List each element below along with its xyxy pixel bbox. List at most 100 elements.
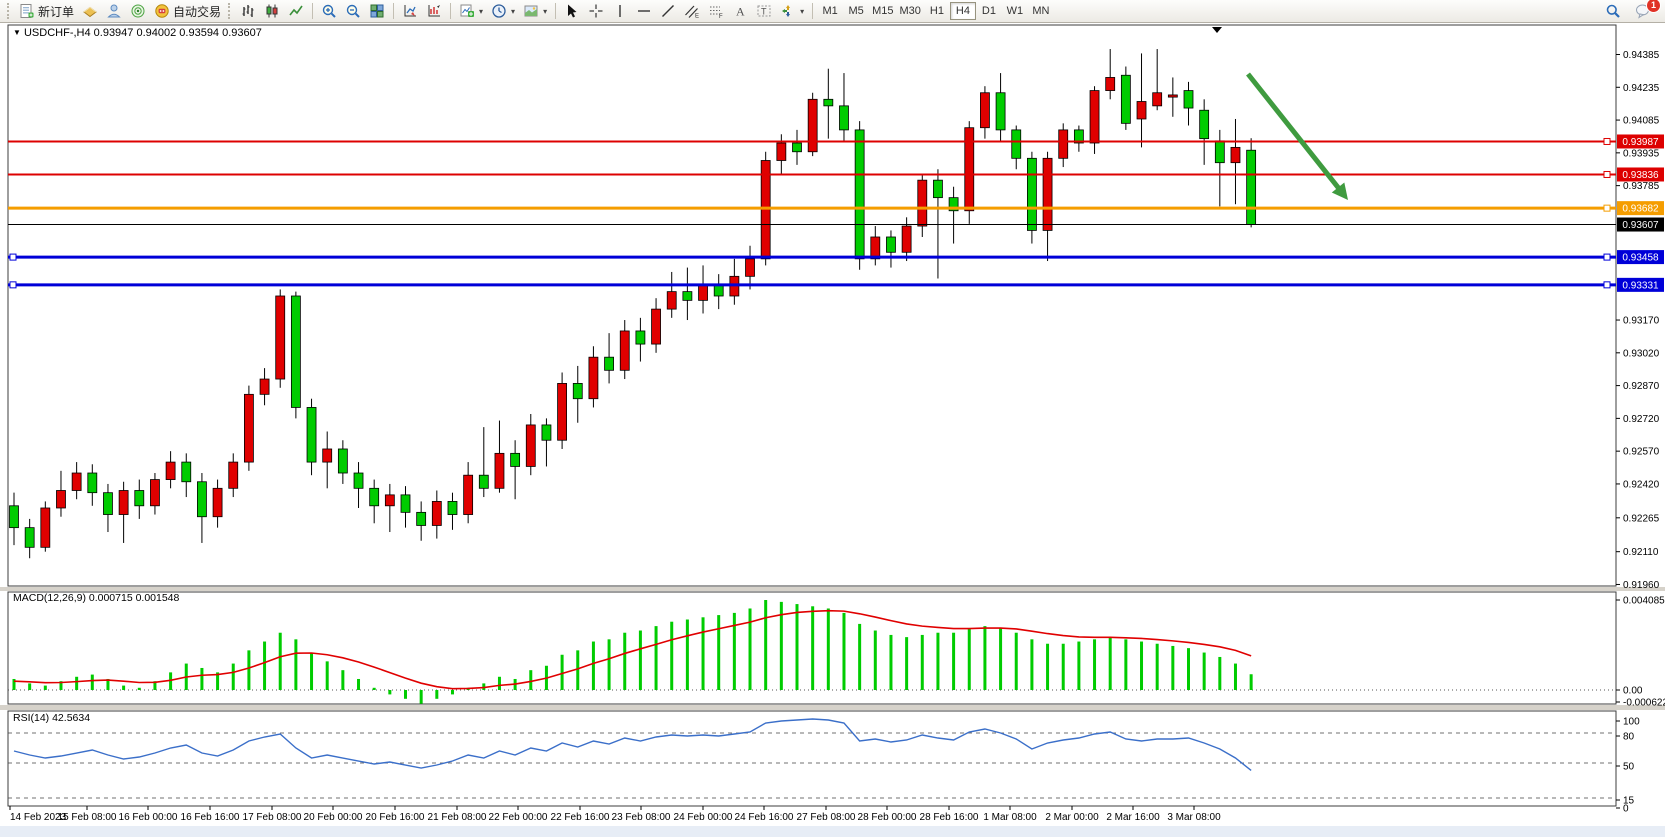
toolbar-grip[interactable] — [228, 3, 233, 19]
add-indicator-button[interactable]: ▾ — [455, 1, 487, 21]
candle[interactable] — [9, 505, 19, 529]
candle[interactable] — [635, 330, 646, 345]
channel-tool-button[interactable]: E — [680, 1, 704, 21]
candle[interactable] — [337, 448, 348, 474]
candle[interactable] — [1120, 74, 1131, 124]
candle[interactable] — [713, 284, 724, 297]
candle[interactable] — [1152, 92, 1163, 107]
candle[interactable] — [447, 501, 458, 515]
candle[interactable] — [181, 461, 192, 483]
timeframe-m1[interactable]: M1 — [817, 2, 843, 20]
candle[interactable] — [792, 142, 802, 153]
candle[interactable] — [212, 487, 223, 518]
candle[interactable] — [980, 92, 990, 129]
candle[interactable] — [964, 127, 975, 212]
zoom-out-button[interactable] — [341, 1, 365, 21]
candle[interactable] — [369, 487, 380, 507]
candle[interactable] — [917, 179, 928, 227]
auto-trading-button[interactable]: 自动交易 — [150, 1, 225, 21]
candle[interactable] — [103, 492, 113, 515]
profiles-button[interactable] — [78, 1, 102, 21]
candle[interactable] — [40, 507, 51, 548]
zoom-in-button[interactable] — [317, 1, 341, 21]
line-handle[interactable] — [1603, 281, 1611, 289]
candle[interactable] — [823, 98, 834, 107]
candle[interactable] — [463, 474, 474, 515]
timeframe-m30[interactable]: M30 — [897, 2, 924, 20]
candle[interactable] — [400, 494, 411, 513]
candle[interactable] — [322, 448, 333, 463]
candle[interactable] — [760, 160, 771, 260]
candle[interactable] — [1089, 90, 1100, 144]
candle[interactable] — [431, 501, 442, 526]
candle[interactable] — [87, 472, 98, 494]
candle[interactable] — [416, 511, 427, 526]
candle[interactable] — [1230, 146, 1241, 164]
candle[interactable] — [494, 452, 505, 489]
cursor-tool-button[interactable] — [560, 1, 584, 21]
candle[interactable] — [228, 461, 239, 489]
line-chart-mode-button[interactable] — [284, 1, 308, 21]
candle[interactable] — [854, 129, 865, 260]
candle[interactable] — [118, 490, 129, 515]
candle[interactable] — [306, 407, 317, 463]
timeframe-h1[interactable]: H1 — [924, 2, 950, 20]
candle[interactable] — [948, 197, 959, 212]
candle[interactable] — [1073, 129, 1084, 144]
candle[interactable] — [1199, 109, 1210, 140]
candle[interactable] — [384, 494, 395, 507]
trendline-tool-button[interactable] — [656, 1, 680, 21]
community-button[interactable] — [102, 1, 126, 21]
chart-shift-marker[interactable] — [1212, 27, 1222, 33]
line-handle[interactable] — [9, 253, 17, 261]
trend-arrow-head[interactable] — [1331, 182, 1348, 200]
candle[interactable] — [259, 378, 270, 395]
vertical-line-tool-button[interactable] — [608, 1, 632, 21]
candle[interactable] — [807, 98, 818, 153]
candle[interactable] — [651, 308, 661, 345]
candle[interactable] — [557, 383, 567, 441]
timeframe-d1[interactable]: D1 — [976, 2, 1002, 20]
candle[interactable] — [275, 295, 286, 380]
candle[interactable] — [604, 356, 614, 371]
period-button[interactable]: ▾ — [487, 1, 519, 21]
candle[interactable] — [290, 295, 301, 408]
template-button[interactable]: ▾ — [519, 1, 551, 21]
text-tool-button[interactable]: A — [728, 1, 752, 21]
tile-windows-button[interactable] — [365, 1, 389, 21]
panel-splitter[interactable] — [0, 705, 1665, 710]
candle[interactable] — [1183, 90, 1194, 109]
candle[interactable] — [682, 291, 693, 301]
candlestick-mode-button[interactable] — [260, 1, 284, 21]
indicator-window-button[interactable] — [398, 1, 422, 21]
line-handle[interactable] — [1603, 204, 1611, 212]
candle[interactable] — [870, 236, 881, 260]
trend-arrow[interactable] — [1246, 72, 1343, 193]
candle[interactable] — [776, 142, 787, 161]
candle[interactable] — [71, 472, 82, 491]
line-handle[interactable] — [1603, 137, 1611, 145]
candle[interactable] — [165, 461, 176, 480]
candle[interactable] — [150, 479, 160, 507]
crosshair-tool-button[interactable] — [584, 1, 608, 21]
candle[interactable] — [1027, 157, 1037, 231]
text-label-tool-button[interactable]: T — [752, 1, 776, 21]
candle[interactable] — [1011, 129, 1022, 159]
candle[interactable] — [1042, 157, 1053, 231]
candle[interactable] — [541, 424, 552, 441]
candle[interactable] — [1246, 149, 1257, 225]
indicator-list-button[interactable] — [422, 1, 446, 21]
data-center-button[interactable] — [126, 1, 150, 21]
bar-chart-mode-button[interactable] — [236, 1, 260, 21]
candle[interactable] — [572, 383, 583, 400]
candle[interactable] — [839, 105, 849, 131]
timeframe-m5[interactable]: M5 — [843, 2, 869, 20]
line-handle[interactable] — [9, 281, 17, 289]
candle[interactable] — [933, 179, 943, 199]
panel-splitter[interactable] — [0, 587, 1665, 591]
candle[interactable] — [901, 225, 912, 253]
candle[interactable] — [588, 356, 599, 400]
new-order-button[interactable]: 新订单 — [15, 1, 78, 21]
candle[interactable] — [353, 472, 364, 489]
